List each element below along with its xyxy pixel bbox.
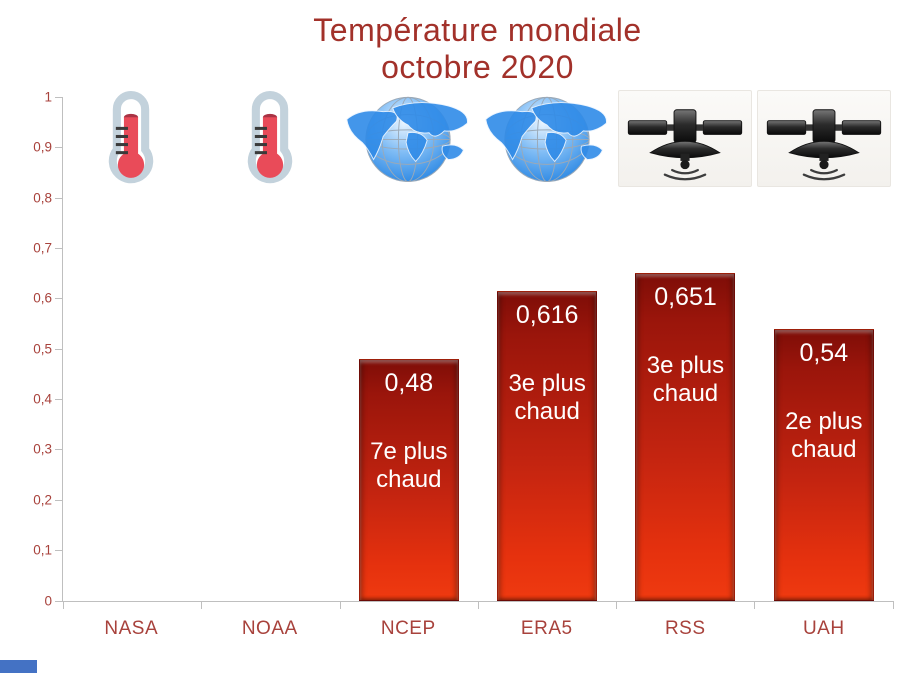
bar-value-label: 0,54 xyxy=(799,339,849,368)
bar-columns: 0,48 7e plus chaud 0,616 3e plus chaud 0… xyxy=(63,97,893,601)
x-tick-mark xyxy=(892,601,894,609)
x-label-nasa: NASA xyxy=(104,618,159,639)
x-tick-mark xyxy=(616,601,617,609)
column-noaa xyxy=(201,97,339,601)
y-tick-mark xyxy=(55,550,63,552)
y-tick-mark xyxy=(55,600,63,602)
x-label-rss: RSS xyxy=(664,618,706,639)
column-era5: 0,616 3e plus chaud xyxy=(478,97,616,601)
x-category-labels: NASA NOAA NCEP ERA5 RSS UAH xyxy=(62,618,893,640)
plot-area: 1 0,9 0,8 0,7 0,6 0,5 0,4 0,3 0,2 0,1 0 0,48 7e pl… xyxy=(33,90,894,609)
column-nasa xyxy=(63,97,201,601)
x-label-era5: ERA5 xyxy=(520,618,573,639)
bar-value-label: 0,651 xyxy=(654,283,717,312)
y-tick-mark xyxy=(55,197,63,199)
y-tick-mark xyxy=(55,147,63,149)
x-tick-mark xyxy=(63,601,64,609)
y-tick-mark xyxy=(55,499,63,501)
column-ncep: 0,48 7e plus chaud xyxy=(340,97,478,601)
chart-title-line2: octobre 2020 xyxy=(381,49,574,85)
y-tick-label: 0,7 xyxy=(33,240,52,256)
y-tick-label: 0,6 xyxy=(33,290,52,306)
y-tick-label: 0,4 xyxy=(33,391,52,407)
y-tick-mark xyxy=(55,449,63,451)
y-tick-mark xyxy=(55,348,63,350)
bar-rss: 0,651 3e plus chaud xyxy=(635,273,736,601)
x-label-uah: UAH xyxy=(802,618,845,639)
column-uah: 0,54 2e plus chaud xyxy=(755,97,893,601)
y-tick-label: 0 xyxy=(44,593,52,608)
noaa-thermometer-icon xyxy=(201,90,340,190)
icon-row xyxy=(62,90,893,190)
bar-rank-label: 3e plus chaud xyxy=(508,369,586,425)
rss-satellite-icon xyxy=(616,90,755,190)
bar-value-label: 0,616 xyxy=(515,300,579,329)
bar-ncep: 0,48 7e plus chaud xyxy=(358,359,459,601)
bar-uah: 0,54 2e plus chaud xyxy=(773,329,874,601)
nasa-thermometer-icon xyxy=(62,90,201,190)
y-tick-mark xyxy=(55,298,63,300)
satellite-card xyxy=(618,90,753,187)
x-tick-mark xyxy=(754,601,756,609)
era5-globe-icon xyxy=(478,90,617,190)
x-label-ncep: NCEP xyxy=(380,618,436,639)
bar-value-label: 0,48 xyxy=(384,369,434,398)
chart-title: Température mondiale octobre 2020 xyxy=(62,12,893,86)
bottom-left-accent xyxy=(0,660,37,673)
y-tick-label: 0,3 xyxy=(33,441,52,457)
y-tick-mark xyxy=(55,248,63,250)
x-label-noaa: NOAA xyxy=(241,618,298,639)
x-tick-mark xyxy=(201,601,203,609)
uah-satellite-icon xyxy=(755,90,894,190)
y-tick-label: 1 xyxy=(44,89,52,105)
bar-era5: 0,616 3e plus chaud xyxy=(497,290,598,601)
column-rss: 0,651 3e plus chaud xyxy=(616,97,754,601)
y-tick-mark xyxy=(55,97,63,98)
y-tick-label: 0,8 xyxy=(33,190,52,206)
y-tick-label: 0,9 xyxy=(33,139,52,155)
y-tick-label: 0,5 xyxy=(33,341,52,357)
y-tick-mark xyxy=(55,399,63,401)
x-tick-mark xyxy=(477,601,479,609)
x-tick-mark xyxy=(339,601,341,609)
y-tick-label: 0,1 xyxy=(33,542,52,558)
bar-rank-label: 2e plus chaud xyxy=(785,408,863,464)
y-tick-label: 0,2 xyxy=(33,492,52,508)
bar-rank-label: 7e plus chaud xyxy=(370,438,448,494)
chart-title-line1: Température mondiale xyxy=(313,12,642,48)
bar-rank-label: 3e plus chaud xyxy=(646,352,725,408)
satellite-card xyxy=(756,90,891,187)
ncep-globe-icon xyxy=(339,90,478,190)
